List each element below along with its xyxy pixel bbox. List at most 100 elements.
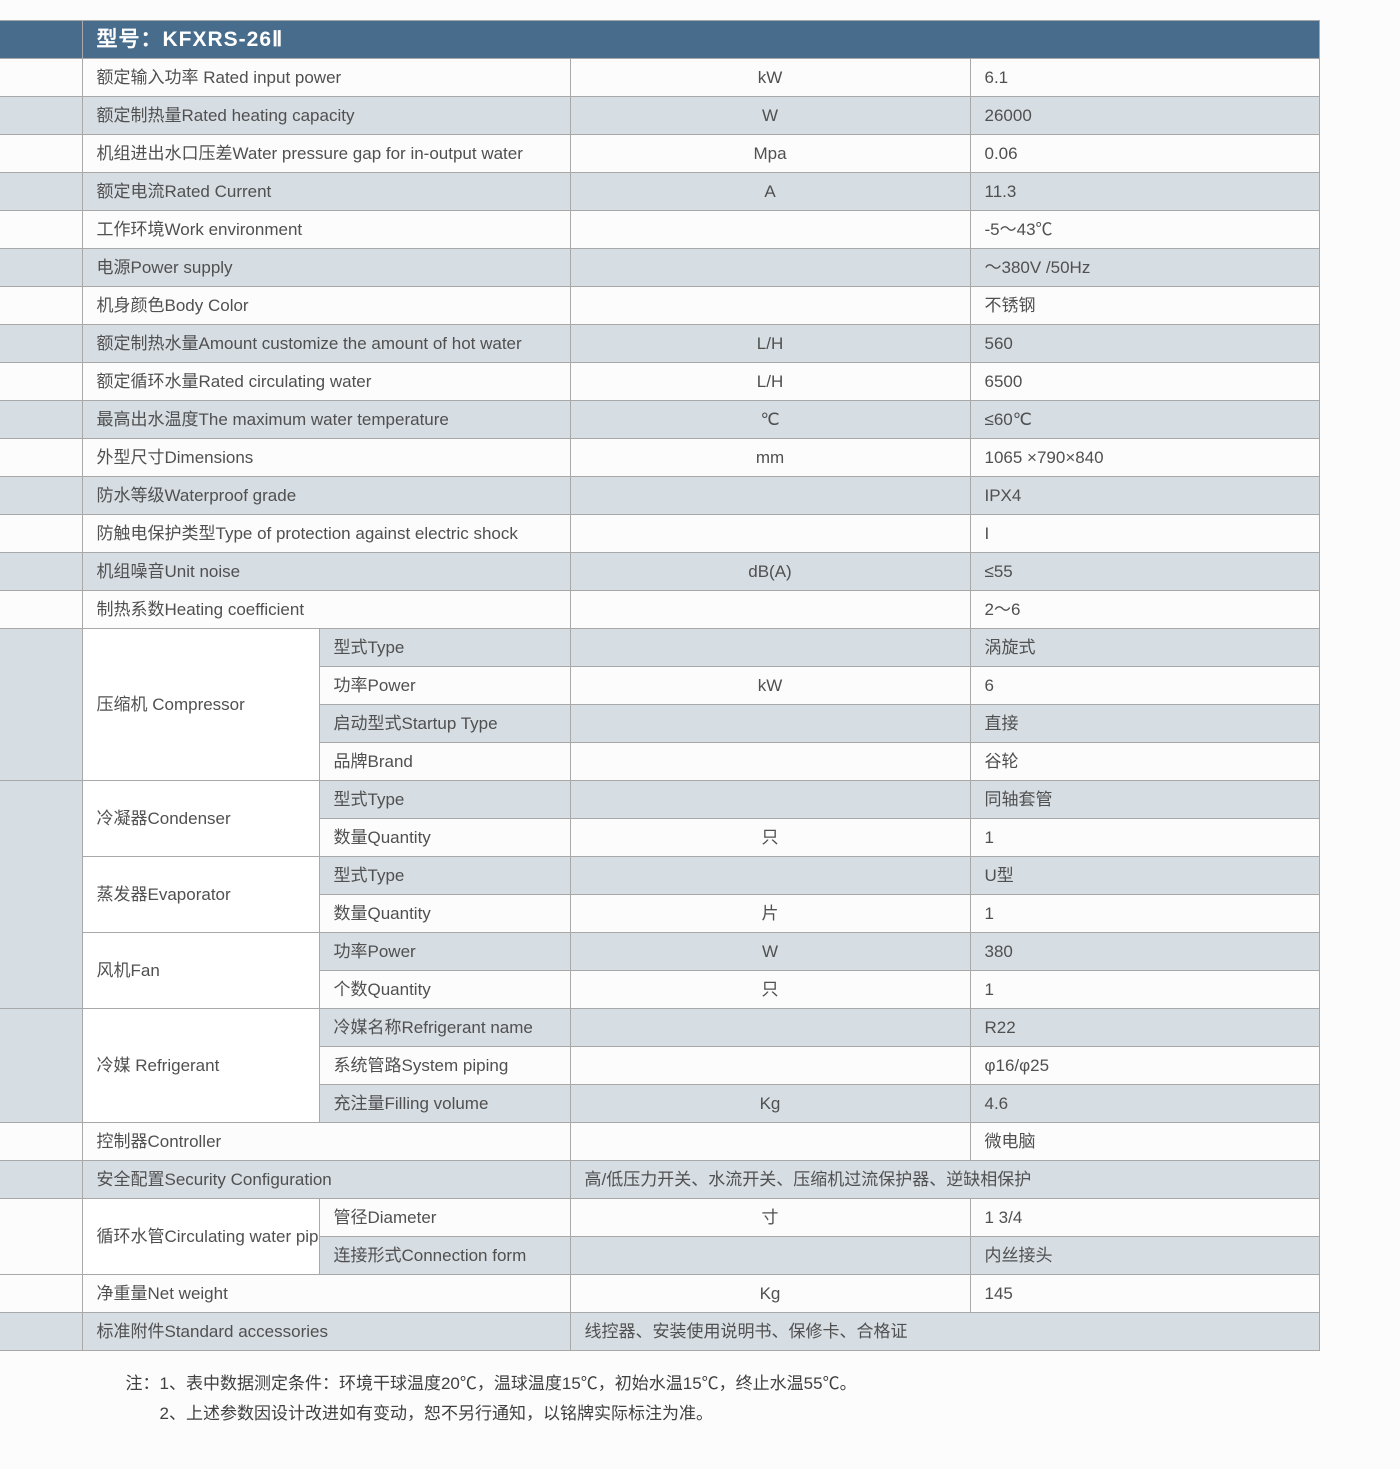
attr-ref-name: 冷媒名称Refrigerant name bbox=[320, 1009, 570, 1046]
attr-cond-qty: 数量Quantity bbox=[320, 819, 570, 856]
val-body-color: 不锈钢 bbox=[971, 287, 1319, 324]
row-heating-coef: 制热系数Heating coefficient2～6 bbox=[0, 591, 1319, 629]
row-accessories: 标准附件Standard accessories线控器、安装使用说明书、保修卡、… bbox=[0, 1313, 1319, 1351]
note-2: 2、上述参数因设计改进如有变动，恕不另行通知，以铭牌实际标注为准。 bbox=[126, 1399, 1319, 1429]
row-hot-water-amount: 额定制热水量Amount customize the amount of hot… bbox=[0, 325, 1319, 363]
val-cond-qty: 1 bbox=[971, 819, 1319, 856]
row-pipe-diam: 循环水管Circulating water pipe管径Diameter寸1 3… bbox=[0, 1199, 1319, 1237]
note-1: 注：1、表中数据测定条件：环境干球温度20℃，温球温度15℃，初始水温15℃，终… bbox=[126, 1369, 1319, 1399]
attr-comp-power: 功率Power bbox=[320, 667, 570, 704]
model-row: 型号：KFXRS-26Ⅱ bbox=[0, 21, 1319, 59]
label-work-env: 工作环境Work environment bbox=[83, 211, 570, 248]
unit-pipe-diam: 寸 bbox=[571, 1199, 970, 1236]
label-hot-water-amount: 额定制热水量Amount customize the amount of hot… bbox=[83, 325, 570, 362]
group-label-fan: 风机Fan bbox=[83, 952, 319, 989]
unit-rated-input-power: kW bbox=[571, 59, 970, 96]
val-rated-input-power: 6.1 bbox=[971, 59, 1319, 96]
label-netweight: 净重量Net weight bbox=[83, 1275, 570, 1312]
notes: 注：1、表中数据测定条件：环境干球温度20℃，温球温度15℃，初始水温15℃，终… bbox=[82, 1351, 1319, 1429]
label-waterproof: 防水等级Waterproof grade bbox=[83, 477, 570, 514]
unit-rated-current: A bbox=[571, 173, 970, 210]
val-water-pressure-gap: 0.06 bbox=[971, 135, 1319, 172]
row-netweight: 净重量Net weightKg145 bbox=[0, 1275, 1319, 1313]
group-label-pipe: 循环水管Circulating water pipe bbox=[83, 1218, 319, 1255]
unit-water-pressure-gap: Mpa bbox=[571, 135, 970, 172]
val-accessories: 线控器、安装使用说明书、保修卡、合格证 bbox=[571, 1313, 1319, 1350]
val-comp-type: 涡旋式 bbox=[971, 629, 1319, 666]
attr-ref-piping: 系统管路System piping bbox=[320, 1047, 570, 1084]
unit-evap-qty: 片 bbox=[571, 895, 970, 932]
row-body-color: 机身颜色Body Color 不锈钢 bbox=[0, 287, 1319, 325]
label-controller: 控制器Controller bbox=[83, 1123, 570, 1160]
attr-evap-qty: 数量Quantity bbox=[320, 895, 570, 932]
row-cond-type: 冷凝器Condenser型式Type同轴套管 bbox=[0, 781, 1319, 819]
attr-fan-power: 功率Power bbox=[320, 933, 570, 970]
val-security: 高/低压力开关、水流开关、压缩机过流保护器、逆缺相保护 bbox=[571, 1161, 1319, 1198]
row-max-water-temp: 最高出水温度The maximum water temperature℃≤60℃ bbox=[0, 401, 1319, 439]
label-circulating-water: 额定循环水量Rated circulating water bbox=[83, 363, 570, 400]
val-rated-current: 11.3 bbox=[971, 173, 1319, 210]
label-body-color: 机身颜色Body Color bbox=[83, 287, 570, 324]
row-rated-current: 额定电流Rated CurrentA11.3 bbox=[0, 173, 1319, 211]
unit-max-water-temp: ℃ bbox=[571, 401, 970, 438]
val-ref-fill: 4.6 bbox=[971, 1085, 1319, 1122]
group-label-evaporator: 蒸发器Evaporator bbox=[83, 876, 319, 913]
model-label: 型号：KFXRS-26Ⅱ bbox=[83, 21, 1319, 58]
attr-pipe-diam: 管径Diameter bbox=[320, 1199, 570, 1236]
val-comp-startup: 直接 bbox=[971, 705, 1319, 742]
unit-unit-noise: dB(A) bbox=[571, 553, 970, 590]
val-ref-name: R22 bbox=[971, 1009, 1319, 1046]
attr-cond-type: 型式Type bbox=[320, 781, 570, 818]
spec-table: 型号：KFXRS-26Ⅱ 额定输入功率 Rated input powerkW6… bbox=[0, 20, 1320, 1351]
label-security: 安全配置Security Configuration bbox=[83, 1161, 570, 1198]
unit-cond-qty: 只 bbox=[571, 819, 970, 856]
attr-pipe-conn: 连接形式Connection form bbox=[320, 1237, 570, 1274]
val-cond-type: 同轴套管 bbox=[971, 781, 1319, 818]
val-rated-heating-capacity: 26000 bbox=[971, 97, 1319, 134]
unit-netweight: Kg bbox=[571, 1275, 970, 1312]
val-waterproof: IPX4 bbox=[971, 477, 1319, 514]
val-fan-power: 380 bbox=[971, 933, 1319, 970]
unit-dimensions: mm bbox=[571, 439, 970, 476]
val-comp-power: 6 bbox=[971, 667, 1319, 704]
label-rated-input-power: 额定输入功率 Rated input power bbox=[83, 59, 570, 96]
val-max-water-temp: ≤60℃ bbox=[971, 401, 1319, 438]
row-controller: 控制器Controller微电脑 bbox=[0, 1123, 1319, 1161]
unit-hot-water-amount: L/H bbox=[571, 325, 970, 362]
val-circulating-water: 6500 bbox=[971, 363, 1319, 400]
unit-circulating-water: L/H bbox=[571, 363, 970, 400]
val-fan-qty: 1 bbox=[971, 971, 1319, 1008]
unit-fan-qty: 只 bbox=[571, 971, 970, 1008]
val-work-env: -5～43℃ bbox=[971, 211, 1319, 248]
val-power-supply: ～380V /50Hz bbox=[971, 249, 1319, 286]
attr-comp-brand: 品牌Brand bbox=[320, 743, 570, 780]
unit-fan-power: W bbox=[571, 933, 970, 970]
attr-comp-type: 型式Type bbox=[320, 629, 570, 666]
row-rated-heating-capacity: 额定制热量Rated heating capacityW26000 bbox=[0, 97, 1319, 135]
label-dimensions: 外型尺寸Dimensions bbox=[83, 439, 570, 476]
attr-fan-qty: 个数Quantity bbox=[320, 971, 570, 1008]
row-dimensions: 外型尺寸Dimensionsmm1065 ×790×840 bbox=[0, 439, 1319, 477]
group-label-refrigerant: 冷媒 Refrigerant bbox=[83, 1047, 319, 1084]
val-hot-water-amount: 560 bbox=[971, 325, 1319, 362]
row-water-pressure-gap: 机组进出水口压差Water pressure gap for in-output… bbox=[0, 135, 1319, 173]
label-rated-current: 额定电流Rated Current bbox=[83, 173, 570, 210]
group-label-condenser: 冷凝器Condenser bbox=[83, 800, 319, 837]
label-rated-heating-capacity: 额定制热量Rated heating capacity bbox=[83, 97, 570, 134]
unit-ref-fill: Kg bbox=[571, 1085, 970, 1122]
val-unit-noise: ≤55 bbox=[971, 553, 1319, 590]
val-heating-coef: 2～6 bbox=[971, 591, 1319, 628]
val-evap-qty: 1 bbox=[971, 895, 1319, 932]
attr-ref-fill: 充注量Filling volume bbox=[320, 1085, 570, 1122]
unit-comp-power: kW bbox=[571, 667, 970, 704]
label-water-pressure-gap: 机组进出水口压差Water pressure gap for in-output… bbox=[83, 135, 570, 172]
val-ref-piping: φ16/φ25 bbox=[971, 1047, 1319, 1084]
row-comp-type: 压缩机 Compressor型式Type涡旋式 bbox=[0, 629, 1319, 667]
row-ref-name: 冷媒 Refrigerant冷媒名称Refrigerant nameR22 bbox=[0, 1009, 1319, 1047]
row-shock-protection: 防触电保护类型Type of protection against electr… bbox=[0, 515, 1319, 553]
row-power-supply: 电源Power supply ～380V /50Hz bbox=[0, 249, 1319, 287]
label-power-supply: 电源Power supply bbox=[83, 249, 570, 286]
label-unit-noise: 机组噪音Unit noise bbox=[83, 553, 570, 590]
row-security: 安全配置Security Configuration高/低压力开关、水流开关、压… bbox=[0, 1161, 1319, 1199]
row-unit-noise: 机组噪音Unit noisedB(A)≤55 bbox=[0, 553, 1319, 591]
